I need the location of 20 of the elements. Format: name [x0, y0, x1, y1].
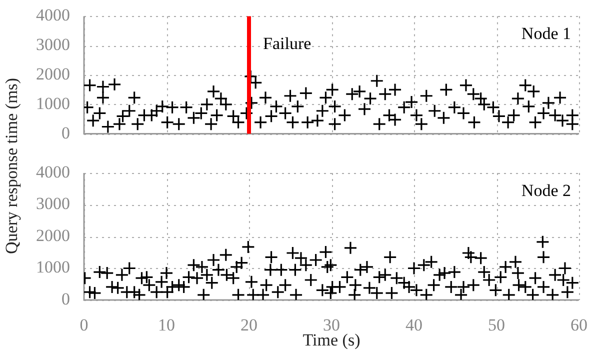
y-tick-label: 4000: [36, 162, 70, 182]
y-tick-label: 0: [62, 289, 70, 308]
ref-line-label: Failure: [263, 34, 312, 53]
y-tick-label: 1000: [36, 94, 70, 113]
y-tick-label: 3000: [36, 194, 70, 214]
y-tick-label: 4000: [36, 6, 70, 25]
x-tick-label: 0: [80, 316, 88, 335]
y-tick-label: 3000: [36, 35, 70, 54]
y-tick-label: 1000: [36, 258, 70, 277]
x-tick-label: 40: [406, 316, 422, 335]
x-tick-label: 10: [158, 316, 175, 335]
annotation: Node 1: [521, 24, 571, 44]
y-tick-label: 0: [62, 123, 70, 142]
x-tick-label: 60: [570, 316, 588, 335]
annotation: Node 2: [521, 180, 571, 200]
y-axis-title: Query response time (ms): [2, 76, 22, 256]
x-tick-label: 50: [488, 316, 505, 335]
x-tick-label: 20: [240, 316, 258, 335]
y-tick-label: 2000: [36, 226, 70, 245]
y-tick-label: 2000: [36, 64, 70, 84]
